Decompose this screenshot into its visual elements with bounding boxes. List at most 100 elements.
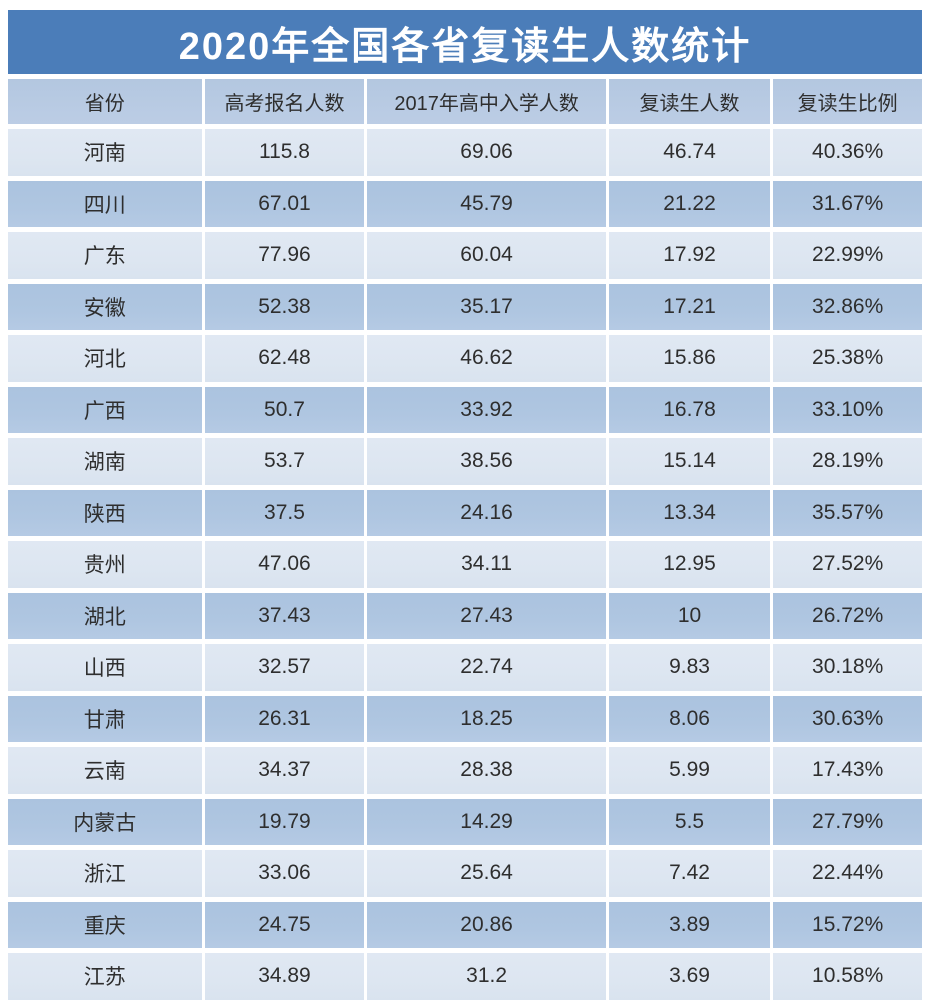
value-cell: 45.79: [367, 180, 606, 227]
column-header: 高考报名人数: [204, 79, 365, 124]
table-row: 安徽 52.38 35.17 17.21 32.86%: [8, 283, 922, 330]
value-cell: 35.57%: [773, 489, 922, 536]
value-cell: 31.67%: [773, 180, 922, 227]
table-header-row: 省份 高考报名人数 2017年高中入学人数 复读生人数 复读生比例: [8, 79, 922, 124]
value-cell: 8.06: [608, 695, 771, 742]
value-cell: 33.06: [204, 850, 365, 897]
value-cell: 7.42: [608, 850, 771, 897]
value-cell: 12.95: [608, 541, 771, 588]
province-cell: 四川: [8, 180, 202, 227]
value-cell: 33.92: [367, 386, 606, 433]
province-cell: 河北: [8, 335, 202, 382]
table-row: 湖南 53.7 38.56 15.14 28.19%: [8, 438, 922, 485]
province-cell: 江苏: [8, 953, 202, 1000]
table-row: 广东 77.96 60.04 17.92 22.99%: [8, 232, 922, 279]
table-row: 陕西 37.5 24.16 13.34 35.57%: [8, 489, 922, 536]
value-cell: 77.96: [204, 232, 365, 279]
province-cell: 重庆: [8, 901, 202, 948]
value-cell: 14.29: [367, 798, 606, 845]
value-cell: 15.86: [608, 335, 771, 382]
table-row: 河南 115.8 69.06 46.74 40.36%: [8, 129, 922, 176]
table-row: 四川 67.01 45.79 21.22 31.67%: [8, 180, 922, 227]
province-cell: 云南: [8, 747, 202, 794]
value-cell: 115.8: [204, 129, 365, 176]
value-cell: 5.99: [608, 747, 771, 794]
page-title: 2020年全国各省复读生人数统计: [178, 25, 752, 68]
value-cell: 18.25: [367, 695, 606, 742]
table-row: 内蒙古 19.79 14.29 5.5 27.79%: [8, 798, 922, 845]
value-cell: 46.74: [608, 129, 771, 176]
table-row: 重庆 24.75 20.86 3.89 15.72%: [8, 901, 922, 948]
province-cell: 安徽: [8, 283, 202, 330]
column-header: 省份: [8, 79, 202, 124]
province-cell: 河南: [8, 129, 202, 176]
value-cell: 19.79: [204, 798, 365, 845]
column-header: 2017年高中入学人数: [367, 79, 606, 124]
table-row: 湖北 37.43 27.43 10 26.72%: [8, 592, 922, 639]
value-cell: 38.56: [367, 438, 606, 485]
value-cell: 40.36%: [773, 129, 922, 176]
value-cell: 26.72%: [773, 592, 922, 639]
table-row: 江苏 34.89 31.2 3.69 10.58%: [8, 953, 922, 1000]
value-cell: 24.16: [367, 489, 606, 536]
province-cell: 湖南: [8, 438, 202, 485]
value-cell: 24.75: [204, 901, 365, 948]
value-cell: 22.74: [367, 644, 606, 691]
value-cell: 10.58%: [773, 953, 922, 1000]
value-cell: 25.38%: [773, 335, 922, 382]
province-cell: 浙江: [8, 850, 202, 897]
value-cell: 22.99%: [773, 232, 922, 279]
value-cell: 47.06: [204, 541, 365, 588]
column-header: 复读生比例: [773, 79, 922, 124]
value-cell: 28.19%: [773, 438, 922, 485]
value-cell: 62.48: [204, 335, 365, 382]
value-cell: 34.37: [204, 747, 365, 794]
value-cell: 27.79%: [773, 798, 922, 845]
value-cell: 17.92: [608, 232, 771, 279]
value-cell: 15.14: [608, 438, 771, 485]
value-cell: 37.5: [204, 489, 365, 536]
value-cell: 5.5: [608, 798, 771, 845]
province-cell: 内蒙古: [8, 798, 202, 845]
value-cell: 9.83: [608, 644, 771, 691]
value-cell: 50.7: [204, 386, 365, 433]
value-cell: 37.43: [204, 592, 365, 639]
value-cell: 69.06: [367, 129, 606, 176]
value-cell: 33.10%: [773, 386, 922, 433]
province-cell: 湖北: [8, 592, 202, 639]
value-cell: 16.78: [608, 386, 771, 433]
value-cell: 30.18%: [773, 644, 922, 691]
value-cell: 26.31: [204, 695, 365, 742]
table-row: 云南 34.37 28.38 5.99 17.43%: [8, 747, 922, 794]
value-cell: 27.43: [367, 592, 606, 639]
value-cell: 34.11: [367, 541, 606, 588]
table-body: 河南 115.8 69.06 46.74 40.36% 四川 67.01 45.79 21.22…: [8, 129, 922, 1000]
table-row: 甘肃 26.31 18.25 8.06 30.63%: [8, 695, 922, 742]
province-cell: 广东: [8, 232, 202, 279]
province-cell: 甘肃: [8, 695, 202, 742]
value-cell: 34.89: [204, 953, 365, 1000]
value-cell: 3.89: [608, 901, 771, 948]
value-cell: 31.2: [367, 953, 606, 1000]
value-cell: 15.72%: [773, 901, 922, 948]
province-cell: 贵州: [8, 541, 202, 588]
table-row: 河北 62.48 46.62 15.86 25.38%: [8, 335, 922, 382]
value-cell: 53.7: [204, 438, 365, 485]
value-cell: 35.17: [367, 283, 606, 330]
value-cell: 28.38: [367, 747, 606, 794]
value-cell: 30.63%: [773, 695, 922, 742]
table-row: 广西 50.7 33.92 16.78 33.10%: [8, 386, 922, 433]
province-cell: 广西: [8, 386, 202, 433]
table-row: 贵州 47.06 34.11 12.95 27.52%: [8, 541, 922, 588]
value-cell: 52.38: [204, 283, 365, 330]
value-cell: 21.22: [608, 180, 771, 227]
value-cell: 17.43%: [773, 747, 922, 794]
value-cell: 20.86: [367, 901, 606, 948]
province-cell: 陕西: [8, 489, 202, 536]
value-cell: 10: [608, 592, 771, 639]
province-cell: 山西: [8, 644, 202, 691]
value-cell: 32.57: [204, 644, 365, 691]
table-row: 浙江 33.06 25.64 7.42 22.44%: [8, 850, 922, 897]
statistics-table: 省份 高考报名人数 2017年高中入学人数 复读生人数 复读生比例 河南 115.8 69.…: [8, 79, 922, 1000]
